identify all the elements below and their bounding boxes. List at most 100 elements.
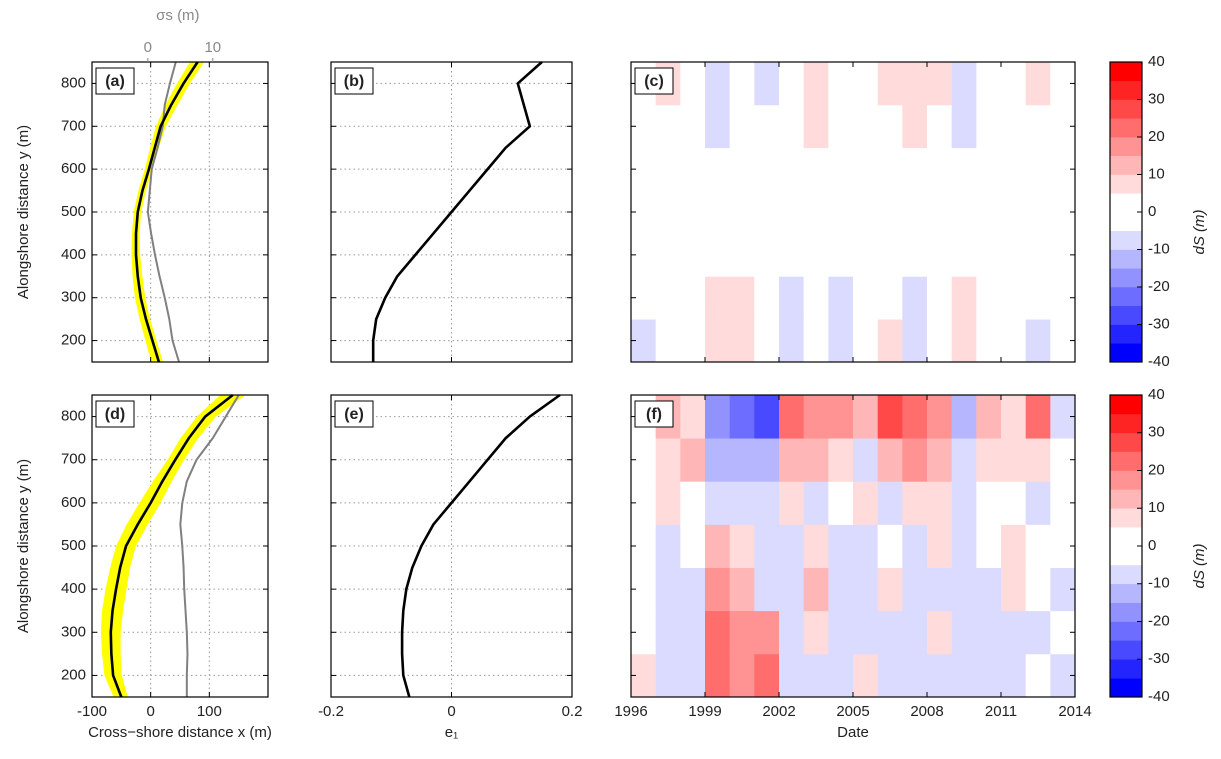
heat-cell [902,147,928,191]
heat-cell [877,104,903,149]
heat-cell [828,567,854,612]
heat-cell [680,147,706,191]
heat-cell [754,276,780,320]
heat-cell [951,610,977,655]
heat-cell [927,276,953,320]
heat-cell [828,438,854,482]
heat-cell [951,104,977,149]
heat-cell [779,438,805,482]
x-axis-label: e₁ [445,724,458,741]
colorbar-tick-label: 0 [1148,203,1156,220]
heat-cell [853,524,879,568]
heat-cell [828,395,854,439]
heat-cell [951,438,977,482]
heat-cell [803,62,829,106]
heat-cell [705,147,731,191]
heat-cell [680,438,706,482]
panel: (b) [330,61,573,363]
heat-cell [705,104,731,149]
heat-cell [828,147,854,191]
heat-cell [853,653,879,698]
heat-cell [1001,567,1027,612]
heat-cell [729,62,755,106]
heat-cell [803,653,829,698]
colorbar-tick-label: -30 [1148,650,1170,667]
x2-tick-label: 10 [204,39,221,56]
x-tick-label: 1999 [688,703,721,720]
heat-cell [779,653,805,698]
heat-cell [803,147,829,191]
heat-cell [877,653,903,698]
heat-cell [680,190,706,234]
heat-cell [655,319,681,363]
colorbar-label: dS (m) [1191,209,1208,254]
heat-cell [1025,276,1051,320]
heat-cell [655,190,681,234]
heat-cell [927,62,953,106]
x-tick-label: 1996 [614,703,647,720]
heat-cell [877,481,903,525]
heat-cell [779,567,805,612]
colorbar-band [1110,678,1142,698]
heat-cell [1025,147,1051,191]
heat-cell [902,438,928,482]
x-axis-label: Cross−shore distance x (m) [88,724,272,741]
heat-cell [902,524,928,568]
heat-cell [680,233,706,277]
heat-cell [779,190,805,234]
heat-cell [828,653,854,698]
heat-cell [803,395,829,439]
heat-cell [754,319,780,363]
heat-cell [729,524,755,568]
heat-cell [976,524,1002,568]
colorbar-band [1110,527,1142,566]
x-tick-label: 100 [197,703,222,720]
colorbar-band [1110,470,1142,490]
heat-cell [902,233,928,277]
heat-cell [902,190,928,234]
heat-cell [927,481,953,525]
heat-cell [853,567,879,612]
heat-cell [1001,653,1027,698]
colorbar-tick-label: 0 [1148,537,1156,554]
heat-cell [705,395,731,439]
colorbar-band [1110,583,1142,603]
heat-cell [729,610,755,655]
colorbar-tick-label: -20 [1148,612,1170,629]
heat-cell [705,567,731,612]
heat-cell [902,481,928,525]
colorbar-band [1110,508,1142,528]
y-tick-label: 600 [61,494,86,511]
x-tick-label: 2002 [762,703,795,720]
curve [400,393,561,698]
heat-cell [976,104,1002,149]
heat-cell [902,62,928,106]
y-tick-label: 600 [61,160,86,177]
heat-cell [927,438,953,482]
colorbar-band [1110,155,1142,175]
colorbar-band [1110,305,1142,325]
heat-cell [803,567,829,612]
heat-cell [853,395,879,439]
heat-cell [951,233,977,277]
colorbar-band [1110,193,1142,232]
heat-cell [1025,610,1051,655]
x-tick-label: 0 [447,703,455,720]
colorbar-band [1110,602,1142,622]
panel-label-box [634,67,674,95]
heat-cell [655,567,681,612]
heat-cell [1025,653,1051,698]
heat-cell [729,567,755,612]
heat-cell [828,276,854,320]
heat-cell [976,438,1002,482]
heat-cell [951,481,977,525]
heat-cell [754,653,780,698]
colorbar-tick-label: -40 [1148,688,1170,705]
heat-cell [976,653,1002,698]
colorbar-band [1110,268,1142,288]
heat-cell [976,319,1002,363]
heat-cell [877,233,903,277]
heat-cell [803,276,829,320]
heat-cell [1025,481,1051,525]
